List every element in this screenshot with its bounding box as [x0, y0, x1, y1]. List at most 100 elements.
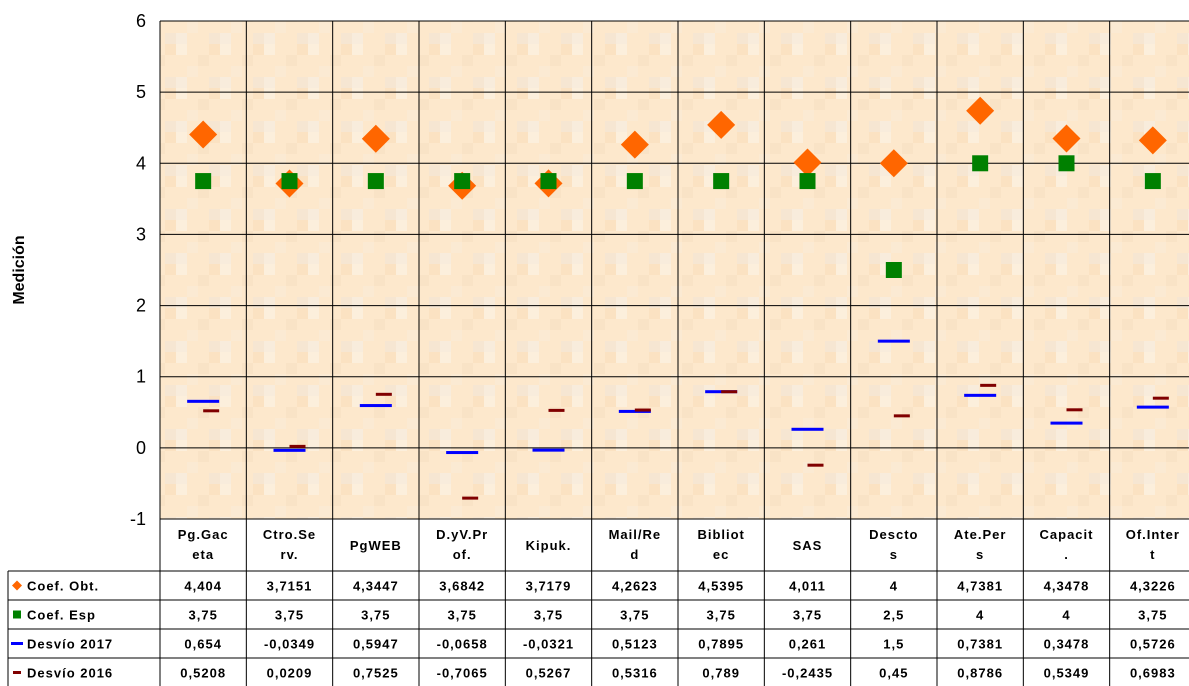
table-cell: 3,75: [620, 608, 649, 623]
table-cell: -0,0321: [523, 637, 574, 652]
coef-obt-point: [793, 148, 822, 177]
desvio-2017-point: [791, 427, 824, 431]
category-label: eta: [192, 547, 214, 562]
y-tick-label: 1: [136, 367, 146, 387]
desvio-2017-point: [273, 448, 306, 452]
table-cell: 4,3447: [353, 579, 399, 594]
desvio-2016-point: [721, 390, 738, 394]
category-label: ec: [713, 547, 729, 562]
coef-obt-point: [966, 96, 995, 125]
table-cell: 4,404: [184, 579, 222, 594]
table-cell: 4: [976, 608, 984, 623]
table-cell: 0,5316: [612, 666, 658, 681]
table-cell: 0,5947: [353, 637, 399, 652]
table-cell: 0,654: [184, 637, 222, 652]
desvio-2016-point: [289, 444, 306, 448]
coef-obt-point: [879, 149, 908, 178]
table-cell: 4,5395: [698, 579, 744, 594]
desvio-2017-point: [532, 448, 565, 452]
y-axis-title: Medición: [11, 235, 28, 304]
desvio-2017-point: [1050, 421, 1083, 425]
table-cell: 3,7151: [267, 579, 313, 594]
table-cell: 3,6842: [439, 579, 485, 594]
desvio-2016-point: [548, 408, 565, 412]
table-cell: 4,7381: [957, 579, 1003, 594]
category-label: d: [630, 547, 639, 562]
coef-esp-point: [195, 173, 212, 190]
coef-obt-point: [361, 124, 390, 153]
table-cell: 3,75: [189, 608, 218, 623]
category-label: Mail/Re: [609, 527, 662, 542]
table-cell: 4,3478: [1044, 579, 1090, 594]
table-cell: 3,75: [793, 608, 822, 623]
category-label: rv.: [281, 547, 299, 562]
y-tick-label: 0: [136, 438, 146, 458]
legend-key-desvio-2016: [13, 671, 21, 674]
table-cell: 0,5208: [180, 666, 226, 681]
category-label: Capacit: [1040, 527, 1094, 542]
desvio-2016-point: [980, 383, 997, 387]
table-cell: 4,2623: [612, 579, 658, 594]
coef-esp-point: [367, 173, 384, 190]
table-cell: 0,5267: [526, 666, 572, 681]
series-name: Desvío 2016: [27, 666, 113, 681]
desvio-2016-point: [1066, 408, 1083, 412]
category-label: t: [1150, 547, 1155, 562]
coef-obt-point: [707, 110, 736, 139]
coef-esp-point: [454, 173, 471, 190]
series-name: Coef. Esp: [27, 608, 96, 623]
category-label: SAS: [793, 538, 823, 553]
table-cell: 4,011: [789, 579, 826, 594]
category-label: Bibliot: [697, 527, 744, 542]
category-label: D.yV.Pr: [436, 527, 488, 542]
coef-esp-point: [713, 173, 730, 190]
category-label: Descto: [869, 527, 918, 542]
coef-obt-point: [1052, 124, 1081, 153]
table-cell: 0,8786: [957, 666, 1003, 681]
table-cell: 0,789: [702, 666, 740, 681]
category-label: Ctro.Se: [263, 527, 316, 542]
coef-obt-point: [189, 120, 218, 149]
desvio-2017-point: [877, 339, 910, 343]
coef-esp-point: [972, 155, 989, 172]
table-cell: 3,75: [1138, 608, 1167, 623]
desvio-2016-point: [893, 414, 910, 418]
category-label: Pg.Gac: [178, 527, 229, 542]
desvio-2016-point: [807, 463, 824, 467]
table-cell: 0,261: [789, 637, 827, 652]
legend-key-desvio-2017: [11, 642, 23, 645]
table-cell: 3,75: [448, 608, 477, 623]
table-cell: -0,7065: [437, 666, 488, 681]
coef-esp-point: [799, 173, 816, 190]
coef-esp-point: [626, 173, 643, 190]
desvio-2016-point: [634, 408, 651, 412]
table-cell: 3,7179: [526, 579, 572, 594]
table-cell: -0,2435: [782, 666, 833, 681]
table-cell: 4: [890, 579, 898, 594]
category-label: s: [976, 547, 984, 562]
coef-obt-point: [1138, 126, 1167, 155]
grid: [159, 20, 1189, 520]
table-cell: 0,45: [879, 666, 908, 681]
desvio-2016-point: [203, 409, 220, 413]
table-cell: 0,5726: [1130, 637, 1176, 652]
y-tick-label: 2: [136, 296, 146, 316]
plot-area: [160, 21, 1189, 519]
chart-marks: [187, 96, 1169, 500]
series-name: Desvío 2017: [27, 637, 113, 652]
table-cell: 3,75: [275, 608, 304, 623]
series-name: Coef. Obt.: [27, 579, 99, 594]
table-cell: 3,75: [361, 608, 390, 623]
data-table: Pg.Gac eta Ctro.Se rv. PgWEB D.yV.Pr of. Kipuk.…: [7, 519, 1189, 686]
category-label: .: [1064, 547, 1069, 562]
category-label: PgWEB: [350, 538, 402, 553]
table-cell: 0,3478: [1044, 637, 1090, 652]
y-tick-label: 5: [136, 82, 146, 102]
desvio-2017-point: [359, 404, 392, 408]
category-label: Of.Inter: [1126, 527, 1180, 542]
table-cell: -0,0349: [264, 637, 315, 652]
table-cell: 1,5: [883, 637, 904, 652]
category-label: Kipuk.: [526, 538, 572, 553]
legend-key-coef-esp: [13, 610, 21, 619]
